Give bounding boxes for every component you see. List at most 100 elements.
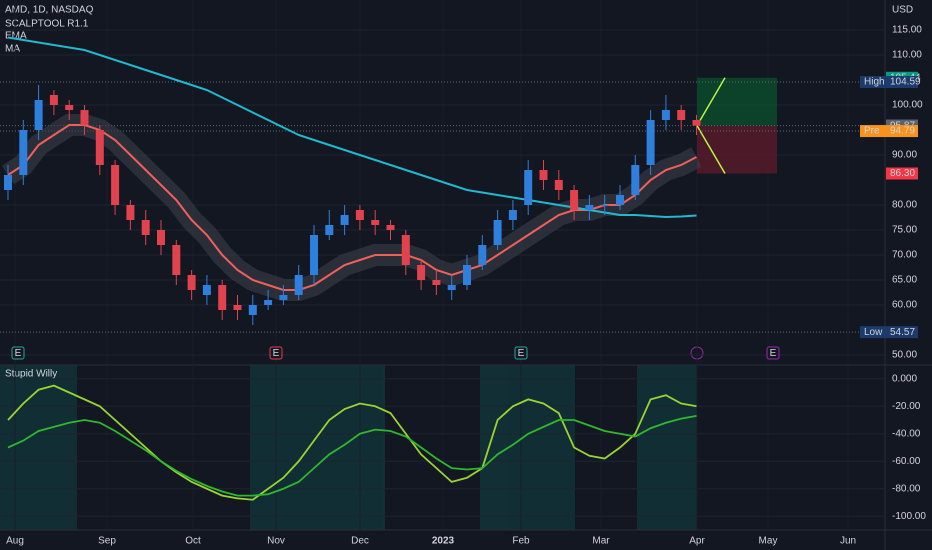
candle-body [524, 170, 533, 205]
tag-name [860, 326, 886, 339]
x-tick-label: Aug [6, 536, 24, 547]
candle-body [355, 210, 364, 220]
osc-zones [0, 365, 697, 530]
candle-body [417, 265, 426, 280]
y-tick-label: 115.00 [892, 25, 922, 36]
candle-body [157, 230, 165, 245]
currency: USD [892, 5, 913, 16]
candle-body [401, 235, 410, 265]
candle-body [34, 100, 43, 130]
indicator-label: EMA [5, 31, 27, 42]
candle-body [218, 285, 227, 310]
candle-body [554, 180, 563, 190]
candle-body [371, 220, 380, 225]
candle-body [325, 225, 334, 235]
x-tick-label: 2023 [432, 536, 455, 547]
y-tick-label: 75.00 [892, 225, 917, 236]
y-tick-label: 65.00 [892, 275, 917, 286]
tag-name-label: Low [864, 327, 883, 338]
line [7, 36, 697, 219]
candle-body [570, 190, 579, 210]
candle-body [585, 205, 594, 210]
y-tick-label: 100.00 [892, 100, 923, 111]
candle-body [248, 305, 257, 315]
x-tick-label: Oct [185, 536, 201, 547]
candle-body [493, 220, 502, 245]
y-tick-label: -40.00 [892, 428, 921, 439]
y-tick-label: 60.00 [892, 300, 917, 311]
candle-body [264, 300, 273, 305]
osc-title: Stupid Willy [5, 369, 57, 380]
event-marker [11, 346, 25, 360]
price-tag-label: 86.30 [890, 168, 915, 179]
tag-name-label: High [864, 77, 885, 88]
event-label: E [273, 348, 280, 359]
candle-body [646, 120, 655, 165]
price-tag [886, 125, 918, 138]
candle-body [692, 120, 701, 126]
event-label: E [15, 348, 22, 359]
y-tick-label: -80.00 [892, 483, 921, 494]
candle-body [310, 235, 318, 275]
event-label: E [770, 348, 777, 359]
x-tick-label: May [759, 536, 778, 547]
candle-body [539, 170, 548, 180]
candle-body [600, 205, 609, 206]
candle-body [677, 110, 686, 120]
candle-body [202, 285, 211, 295]
osc-line [7, 384, 697, 501]
price-tag-label: 54.57 [890, 327, 915, 338]
candle-body [65, 105, 74, 110]
line [7, 124, 697, 291]
arrow [696, 125, 726, 174]
chart-title: AMD, 1D, NASDAQ [5, 5, 94, 16]
candle-body [340, 215, 349, 225]
event-marker [514, 346, 528, 360]
event-label: E [518, 348, 525, 359]
x-tick-label: Jun [840, 536, 856, 547]
candle-body [631, 165, 640, 195]
candle-body [294, 275, 303, 295]
candle-body [386, 225, 395, 230]
y-tick-label: 90.00 [892, 150, 917, 161]
candle-body [172, 245, 181, 275]
x-tick-label: Sep [98, 536, 116, 547]
y-tick-label: 0.000 [892, 373, 917, 384]
candle-body [187, 275, 196, 290]
event-marker [269, 346, 283, 360]
tag-name [860, 76, 886, 89]
candle-body [478, 245, 487, 265]
indicator-label: SCALPTOOL R1.1 [5, 19, 89, 30]
price-tag-label: 104.59 [890, 77, 921, 88]
tag-name [860, 125, 886, 138]
indicator-label: MA [5, 44, 20, 55]
y-tick-label: -20.00 [892, 401, 921, 412]
price-tag-label: 94.79 [890, 126, 915, 137]
candle-body [111, 165, 120, 205]
osc-line [7, 414, 697, 497]
y-tick-label: 110.00 [892, 50, 922, 61]
price-tag [886, 326, 918, 339]
arrow [696, 77, 726, 127]
price-tag [886, 76, 918, 89]
y-tick-label: 80.00 [892, 200, 917, 211]
candle-body [661, 110, 670, 120]
y-tick-label: -60.00 [892, 456, 921, 467]
candle-body [508, 210, 517, 220]
candle-body [80, 110, 89, 125]
candle-body [19, 130, 28, 175]
target-zone [697, 77, 777, 126]
candle-body [279, 295, 288, 300]
candle-body [4, 175, 12, 190]
candle-body [447, 285, 456, 290]
x-tick-label: Mar [592, 536, 610, 547]
x-tick-label: Nov [267, 536, 285, 547]
x-tick-label: Dec [351, 536, 369, 547]
candle-body [95, 130, 104, 165]
x-tick-label: Apr [689, 536, 705, 547]
x-tick-label: Feb [512, 536, 530, 547]
candle-body [141, 220, 150, 235]
tag-name-label: Pre [864, 126, 880, 137]
candle-body [463, 265, 471, 285]
